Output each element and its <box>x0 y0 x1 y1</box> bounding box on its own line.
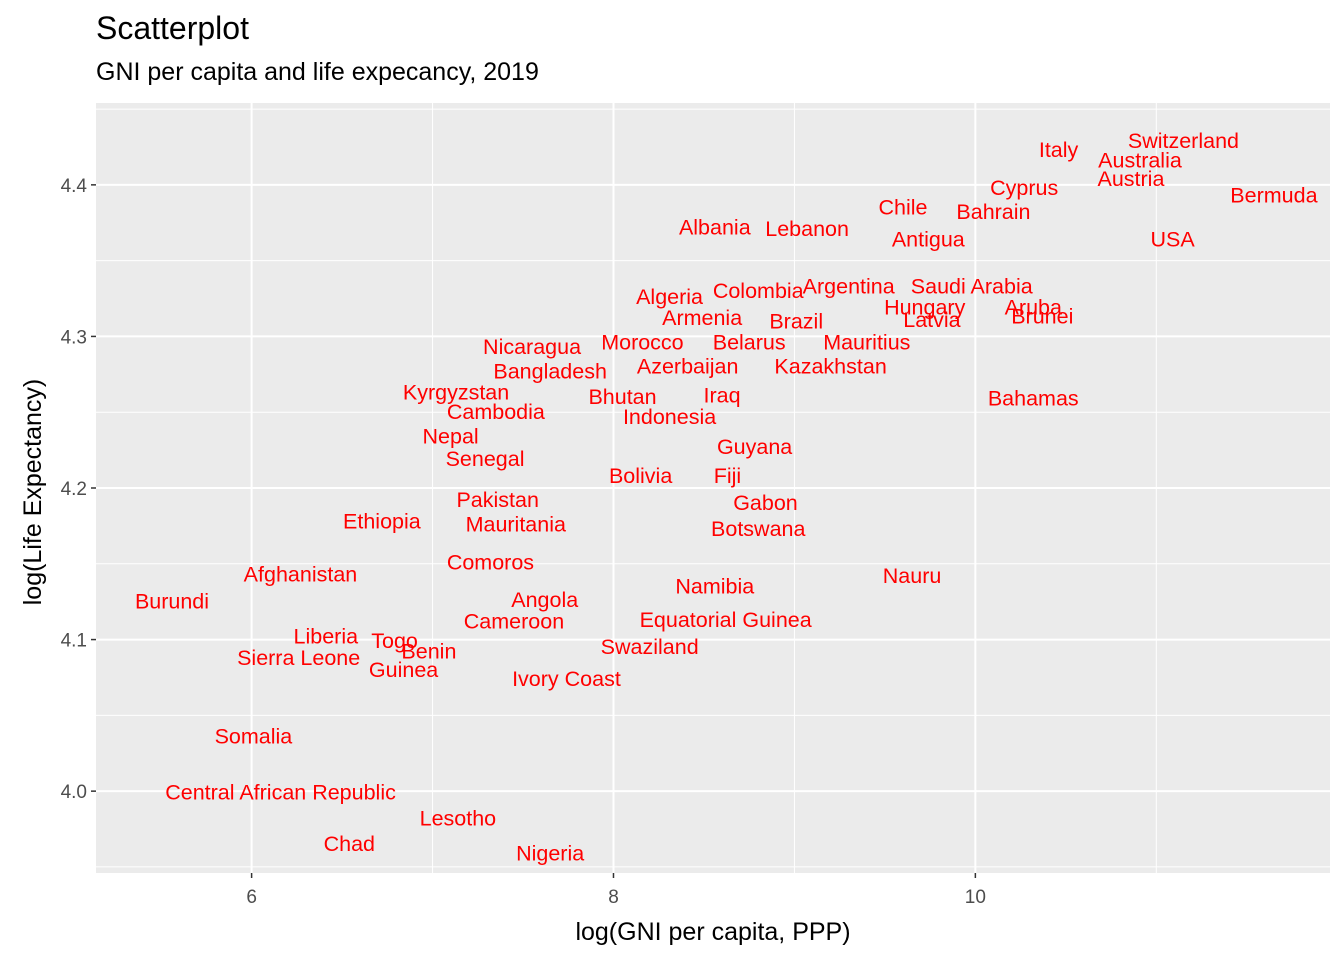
point-label: Cameroon <box>464 609 564 633</box>
x-tick-label: 6 <box>246 887 257 908</box>
point-label: Australia <box>1098 149 1182 173</box>
point-label: Burundi <box>135 590 209 614</box>
point-label: Lebanon <box>765 217 849 241</box>
point-label: Azerbaijan <box>637 355 739 379</box>
point-label: Afghanistan <box>244 562 358 586</box>
point-label: Hungary <box>884 296 966 320</box>
point-label: Italy <box>1039 138 1079 162</box>
point-label: Kyrgyzstan <box>403 381 509 405</box>
point-label: Pakistan <box>456 488 538 512</box>
point-label: Argentina <box>803 274 895 298</box>
point-label: Colombia <box>713 279 804 303</box>
point-label: Gabon <box>733 491 798 515</box>
point-label: Fiji <box>714 464 741 488</box>
point-label: Albania <box>679 215 751 239</box>
point-label: Sierra Leone <box>237 646 360 670</box>
point-label: Guinea <box>369 658 438 682</box>
point-label: Brazil <box>769 309 823 333</box>
chart-title: Scatterplot <box>96 10 249 46</box>
point-label: Swaziland <box>601 635 699 659</box>
point-label: Bhutan <box>588 385 656 409</box>
y-tick-label: 4.1 <box>61 631 87 652</box>
point-label: Guyana <box>717 435 792 459</box>
y-tick-label: 4.0 <box>61 782 87 803</box>
point-label: Bahamas <box>988 387 1079 411</box>
y-tick-label: 4.2 <box>61 479 87 500</box>
point-label: Iraq <box>704 384 741 408</box>
x-tick-label: 8 <box>608 887 619 908</box>
point-label: Bermuda <box>1230 183 1317 207</box>
point-label: Namibia <box>675 575 754 599</box>
point-label: Indonesia <box>623 405 716 429</box>
point-label: Botswana <box>711 517 805 541</box>
point-label: Mauritania <box>466 512 566 536</box>
major-gridlines <box>96 103 1330 873</box>
chart-subtitle: GNI per capita and life expecancy, 2019 <box>96 58 539 86</box>
point-label: Bangladesh <box>493 359 607 383</box>
y-axis-title: log(Life Expectancy) <box>19 379 47 606</box>
point-label: USA <box>1150 227 1195 251</box>
point-label: Equatorial Guinea <box>640 608 812 632</box>
x-tick-label: 10 <box>965 887 986 908</box>
point-label: Nicaragua <box>483 335 581 359</box>
point-label: Nepal <box>423 424 479 448</box>
point-label: Liberia <box>294 625 359 649</box>
point-label: Angola <box>511 588 578 612</box>
point-label: Brunei <box>1011 305 1073 329</box>
point-label: Antigua <box>892 227 965 251</box>
point-label: Mauritius <box>823 330 910 354</box>
point-label: Cambodia <box>447 400 545 424</box>
point-label: Nigeria <box>516 841 584 865</box>
point-label: Bolivia <box>609 464 672 488</box>
point-label: Kazakhstan <box>774 355 886 379</box>
point-label: Switzerland <box>1128 129 1239 153</box>
point-label: Chad <box>324 832 375 856</box>
point-label: Morocco <box>601 330 683 354</box>
point-label: Central African Republic <box>165 781 396 805</box>
point-label: Ethiopia <box>343 509 421 533</box>
x-axis-title: log(GNI per capita, PPP) <box>575 918 850 946</box>
point-label: Togo <box>371 629 418 653</box>
minor-gridlines <box>96 103 1330 873</box>
point-label: Comoros <box>447 550 534 574</box>
point-label: Cyprus <box>990 176 1058 200</box>
point-label: Austria <box>1098 167 1165 191</box>
point-label: Algeria <box>636 285 703 309</box>
point-label: Benin <box>401 640 456 664</box>
axis-tick-labels: 6 8 10 4.0 4.1 4.2 4.3 4.4 <box>61 176 986 908</box>
point-label: Latvia <box>903 308 960 332</box>
y-tick-label: 4.3 <box>61 327 87 348</box>
point-label: Bahrain <box>956 200 1030 224</box>
point-label: Belarus <box>713 330 786 354</box>
point-label: Senegal <box>446 447 525 471</box>
point-label: Aruba <box>1005 296 1062 320</box>
point-label: Saudi Arabia <box>911 274 1033 298</box>
point-label: Lesotho <box>420 806 497 830</box>
point-label: Somalia <box>215 725 293 749</box>
point-label: Nauru <box>883 564 942 588</box>
point-label: Chile <box>878 196 927 220</box>
y-tick-label: 4.4 <box>61 176 88 197</box>
point-label: Armenia <box>662 306 742 330</box>
point-label: Ivory Coast <box>512 667 621 691</box>
axis-ticks <box>91 184 977 878</box>
